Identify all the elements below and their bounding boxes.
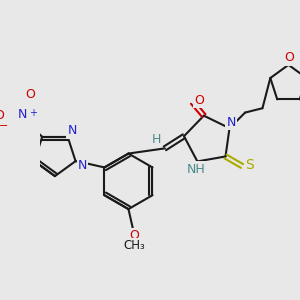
Text: +: + [29,108,38,118]
Text: −: − [0,121,9,130]
Text: NH: NH [186,163,205,176]
Text: CH₃: CH₃ [124,239,146,252]
Text: N: N [226,116,236,129]
Text: O: O [130,230,140,242]
Text: S: S [245,158,254,172]
Text: N: N [67,124,77,137]
Text: O: O [195,94,205,107]
Text: O: O [0,109,4,122]
Text: O: O [284,51,294,64]
Text: O: O [25,88,35,101]
Text: N: N [18,108,27,121]
Text: H: H [152,133,161,146]
Text: N: N [78,159,87,172]
